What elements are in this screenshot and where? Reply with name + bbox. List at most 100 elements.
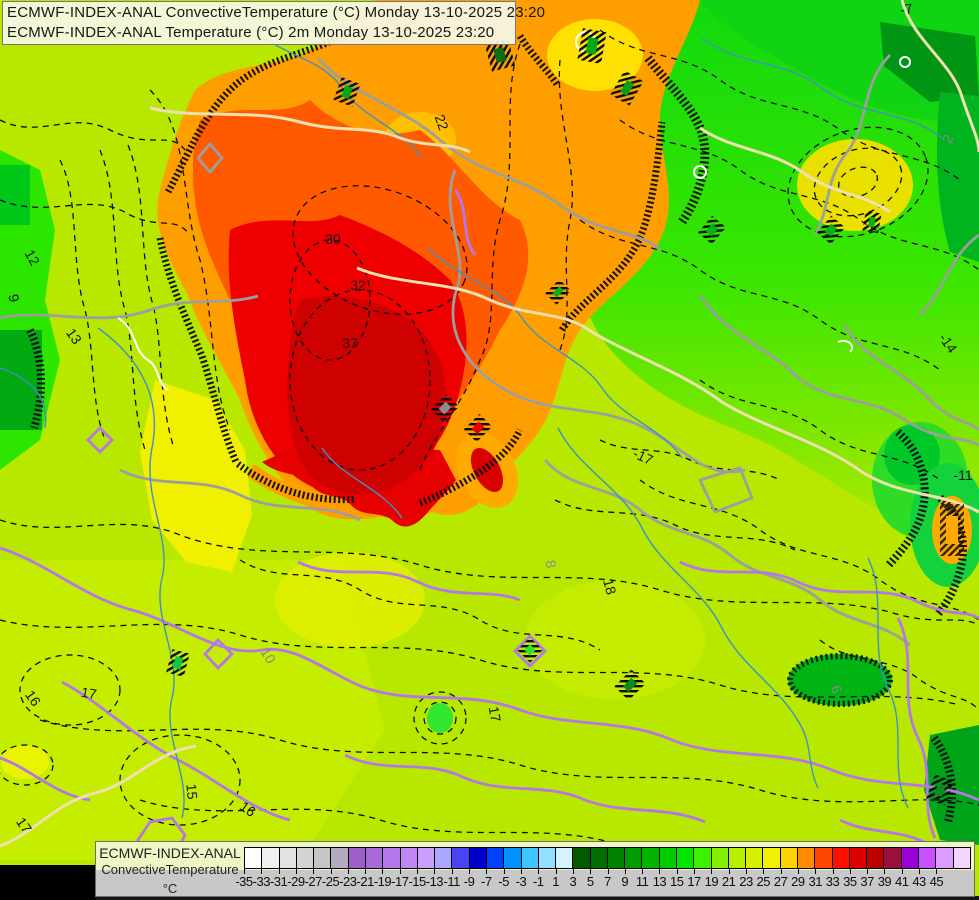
- colorbar-tick-label: 9: [621, 874, 629, 889]
- colorbar-tick: [711, 869, 713, 874]
- colorbar-cell: [918, 848, 937, 868]
- colorbar-tick: [659, 869, 661, 874]
- colorbar-cell: [504, 848, 522, 868]
- colorbar-tick: [434, 869, 436, 874]
- contour-label: -7: [899, 0, 914, 18]
- colorbar-tick: [832, 869, 834, 874]
- contour-label: 10: [258, 645, 280, 667]
- colorbar-cell: [452, 848, 470, 868]
- colorbar-tick-label: 19: [704, 874, 719, 889]
- color-scale-labels: -35 -33 -31 -29 -27 -25 -23 -21 -19 -17 -15 -13 -11-…: [235, 874, 971, 890]
- colorbar-tick: [728, 869, 730, 874]
- legend-parameter-name: ConvectiveTemperature: [101, 862, 239, 877]
- title-line-2: ECMWF-INDEX-ANAL Temperature (°C) 2m Mon…: [7, 24, 495, 41]
- colorbar-tick: [382, 869, 384, 874]
- contour-label: 30: [325, 231, 341, 247]
- colorbar-cell: [314, 848, 332, 868]
- colorbar-tick-label: -29: [287, 874, 305, 889]
- colorbar-tick: [590, 869, 592, 874]
- colorbar-tick: [555, 869, 557, 874]
- colorbar-tick: [867, 869, 869, 874]
- colorbar-tick: [936, 869, 938, 874]
- colorbar-tick-label: 45: [929, 874, 944, 889]
- colorbar-tick-label: -15: [408, 874, 426, 889]
- colorbar-cell: [936, 848, 954, 868]
- colorbar-tick: [694, 869, 696, 874]
- colorbar-tick-label: 3: [569, 874, 577, 889]
- colorbar-cell: [659, 848, 678, 868]
- contour-label: -17: [631, 445, 656, 468]
- colorbar-tick: [624, 869, 626, 874]
- legend: ECMWF-INDEX-ANAL ConvectiveTemperature °…: [95, 841, 975, 897]
- colorbar-cell: [867, 848, 885, 868]
- colorbar-tick-label: -19: [373, 874, 392, 889]
- colorbar-tick-label: -23: [339, 874, 357, 889]
- colorbar-cell: [538, 848, 557, 868]
- colorbar-tick: [365, 869, 367, 874]
- colorbar-tick: [520, 869, 522, 874]
- colorbar-cell: [849, 848, 868, 868]
- colorbar-tick-label: -25: [321, 874, 340, 889]
- contour-label: 12: [22, 247, 44, 269]
- colorbar-tick: [330, 869, 332, 874]
- colorbar-cell: [365, 848, 384, 868]
- bottom-strip: [96, 896, 979, 900]
- colorbar-tick: [295, 869, 297, 874]
- colorbar-tick-label: 5: [586, 874, 594, 889]
- colorbar-tick-label: -35: [235, 874, 253, 889]
- colorbar-cell: [383, 848, 401, 868]
- colorbar-tick-label: 13: [652, 874, 667, 889]
- contour-label: 32: [350, 277, 366, 293]
- contour-label: 22: [432, 112, 452, 132]
- colorbar-cell: [815, 848, 833, 868]
- colorbar-tick: [763, 869, 765, 874]
- colorbar-cell: [486, 848, 505, 868]
- colorbar-cell: [832, 848, 850, 868]
- contour-label: 9: [5, 293, 22, 304]
- colorbar-cell: [780, 848, 798, 868]
- colorbar-cell: [746, 848, 764, 868]
- colorbar-tick-label: 21: [721, 874, 736, 889]
- colorbar-tick-label: -21: [356, 874, 375, 889]
- colorbar-tick: [313, 869, 315, 874]
- colorbar-tick-label: 25: [756, 874, 771, 889]
- colorbar-tick-label: -1: [532, 874, 544, 889]
- colorbar-tick-label: -11: [443, 874, 461, 889]
- colorbar-tick-label: -5: [498, 874, 509, 889]
- colorbar-cell: [262, 848, 280, 868]
- colorbar-tick: [278, 869, 280, 874]
- colorbar-tick-label: 33: [825, 874, 840, 889]
- colorbar-tick: [451, 869, 453, 874]
- colorbar-tick: [849, 869, 851, 874]
- colorbar-tick-label: 17: [687, 874, 701, 889]
- colorbar-tick: [261, 869, 263, 874]
- colorbar-tick-label: -7: [481, 874, 492, 889]
- colorbar-tick: [607, 869, 609, 874]
- colorbar-tick-label: 31: [808, 874, 822, 889]
- colorbar-cell: [573, 848, 591, 868]
- gray-contours: [0, 54, 979, 647]
- colorbar-tick-label: 43: [912, 874, 926, 889]
- colorbar-tick-label: 11: [635, 874, 649, 889]
- colorbar-tick: [901, 869, 903, 874]
- contour-label: -11: [953, 467, 972, 483]
- colorbar-cell: [677, 848, 695, 868]
- river-lines: [0, 27, 943, 819]
- colorbar-tick: [417, 869, 419, 874]
- colorbar-tick-label: 1: [552, 874, 559, 889]
- colorbar-tick-label: -3: [515, 874, 527, 889]
- colorbar-tick-label: 37: [860, 874, 874, 889]
- contour-label: 17: [80, 684, 98, 702]
- colorbar-tick: [797, 869, 799, 874]
- coastlines: [0, 0, 979, 848]
- colorbar-cell: [296, 848, 315, 868]
- colorbar-tick-label: -9: [463, 874, 475, 889]
- contour-label: 37: [342, 335, 358, 351]
- colorbar-cell: [556, 848, 574, 868]
- colorbar-tick: [469, 869, 471, 874]
- map-corner-mask: [0, 865, 96, 900]
- colorbar-tick: [347, 869, 349, 874]
- colorbar-cell: [694, 848, 712, 868]
